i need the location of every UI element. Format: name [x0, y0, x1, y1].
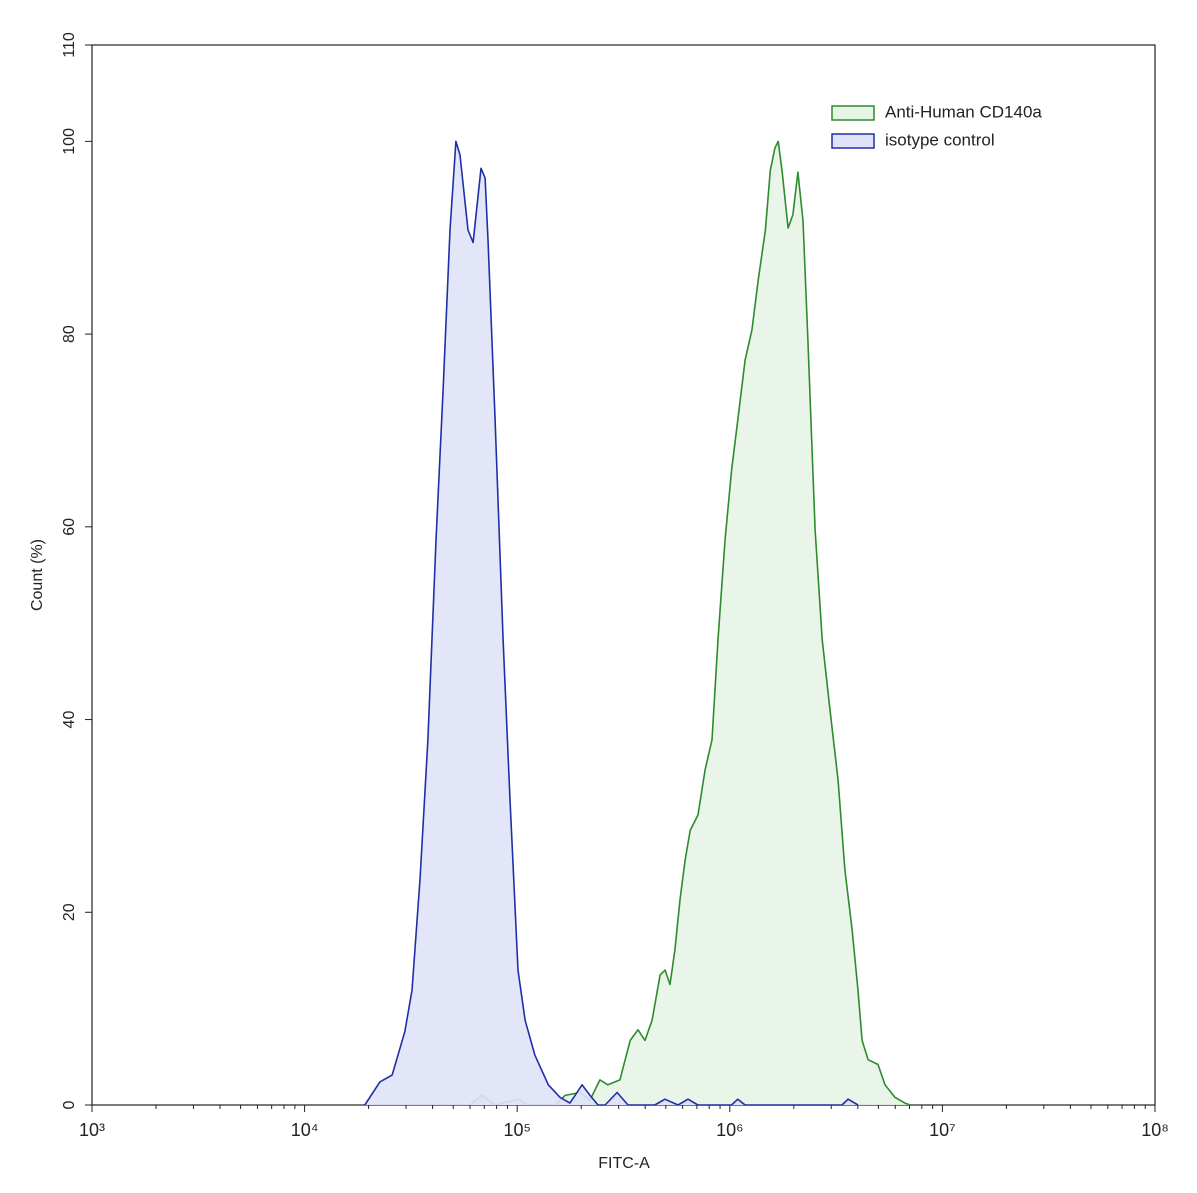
plot-frame — [91, 44, 1156, 1106]
legend-swatch — [831, 105, 875, 121]
y-tick-label: 80 — [61, 325, 78, 343]
x-tick-label: 10⁵ — [503, 1120, 530, 1140]
legend-label: Anti-Human CD140a — [885, 102, 1042, 121]
x-tick-label: 10⁷ — [929, 1120, 956, 1140]
histogram-area — [364, 140, 859, 1106]
legend-swatch — [831, 133, 875, 149]
histogram-area — [469, 140, 911, 1106]
x-tick-label: 10⁸ — [1141, 1120, 1169, 1140]
x-tick-label: 10⁴ — [291, 1120, 319, 1140]
y-tick-label: 110 — [61, 32, 78, 58]
y-tick-label: 0 — [61, 1100, 78, 1109]
y-tick-label: 100 — [61, 128, 78, 155]
x-tick-label: 10³ — [79, 1120, 105, 1140]
x-tick-label: 10⁶ — [716, 1120, 743, 1140]
legend-label: isotype control — [885, 130, 995, 149]
y-tick-label: 20 — [61, 903, 78, 921]
y-tick-label: 40 — [61, 711, 78, 729]
x-axis-title: FITC-A — [598, 1155, 650, 1172]
y-axis-title: Count (%) — [29, 539, 46, 611]
y-tick-label: 60 — [61, 518, 78, 536]
